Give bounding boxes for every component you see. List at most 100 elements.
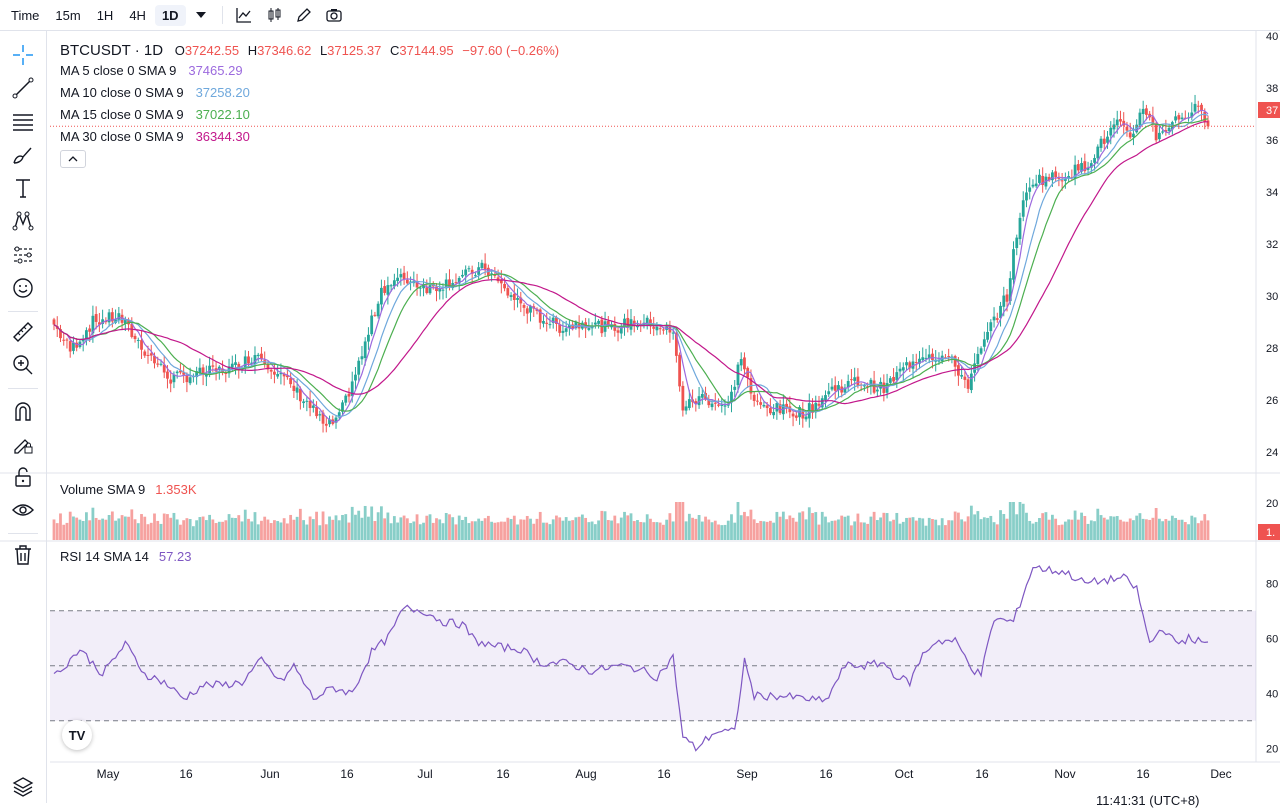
volume-bar [976, 511, 980, 540]
emoji-icon[interactable] [9, 274, 37, 302]
toolbar-divider [8, 388, 38, 389]
volume-bar [778, 516, 782, 540]
volume-bar [1119, 519, 1122, 540]
volume-legend[interactable]: Volume SMA 9 1.353K [60, 482, 196, 497]
text-tool-icon[interactable] [9, 174, 37, 202]
volume-bar [655, 522, 659, 540]
volume-bar [542, 522, 545, 540]
volume-bar [1025, 512, 1028, 540]
time-axis-label: Aug [575, 767, 596, 781]
candle-body [169, 379, 173, 384]
candle-body [143, 351, 147, 356]
candle-body [1063, 178, 1067, 181]
volume-bar [995, 524, 999, 540]
interval-4h[interactable]: 4H [129, 7, 146, 23]
candle-body [256, 354, 260, 357]
volume-bar [798, 512, 801, 540]
eye-icon[interactable] [9, 496, 37, 524]
candle-body [367, 334, 370, 342]
candle-body [230, 363, 234, 368]
rsi-legend[interactable]: RSI 14 SMA 14 57.23 [60, 549, 191, 564]
ma10-legend[interactable]: MA 10 close 0 SMA 9 37258.20 [60, 85, 250, 100]
rsi-axis-label: 40 [1266, 688, 1278, 700]
ma15-legend[interactable]: MA 15 close 0 SMA 9 37022.10 [60, 107, 250, 122]
candles-icon[interactable] [262, 3, 286, 27]
camera-icon[interactable] [322, 3, 346, 27]
candle-body [775, 403, 779, 412]
volume-bar [632, 521, 636, 540]
volume-bar [104, 519, 108, 540]
pencil-icon[interactable] [292, 3, 316, 27]
zoom-in-icon[interactable] [9, 351, 37, 379]
volume-bar [1161, 521, 1165, 540]
volume-bar [1148, 519, 1152, 540]
interval-15m[interactable]: 15m [55, 7, 81, 23]
unlock-icon[interactable] [9, 463, 37, 491]
candle-body [918, 358, 921, 364]
candle-body [710, 403, 714, 408]
prediction-icon[interactable] [9, 241, 37, 269]
volume-bar [324, 524, 328, 540]
chevron-down-icon[interactable] [189, 3, 213, 27]
time-button[interactable]: Time [11, 7, 40, 23]
brush-icon[interactable] [9, 141, 37, 169]
interval-1d[interactable]: 1D [154, 4, 186, 26]
volume-bar [214, 523, 218, 540]
candle-body [415, 280, 419, 288]
interval-1h[interactable]: 1H [96, 7, 114, 23]
candle-body [243, 356, 247, 368]
candle-body [483, 263, 487, 270]
volume-bar [243, 509, 247, 540]
candle-body [1002, 295, 1006, 307]
lock-drawing-icon[interactable] [9, 430, 37, 458]
volume-bar [341, 514, 344, 540]
candle-body [674, 332, 678, 356]
clock-readout[interactable]: 11:41:31 (UTC+8) [1096, 793, 1200, 808]
volume-bar [1138, 513, 1142, 540]
layers-icon[interactable] [9, 773, 37, 801]
magnet-icon[interactable] [9, 397, 37, 425]
candle-body [490, 273, 494, 275]
candle-body [474, 275, 477, 277]
trend-line-icon[interactable] [9, 74, 37, 102]
candle-body [1034, 183, 1038, 187]
volume-bar [921, 518, 925, 540]
volume-bar [850, 525, 853, 540]
line-chart-icon[interactable] [232, 3, 256, 27]
ruler-icon[interactable] [9, 318, 37, 346]
volume-bar [467, 523, 471, 540]
trash-icon[interactable] [9, 541, 37, 569]
volume-bars [52, 502, 1210, 540]
crosshair-icon[interactable] [9, 41, 37, 69]
volume-bar [999, 510, 1002, 540]
volume-bar [723, 524, 727, 540]
volume-bar [872, 511, 876, 540]
candle-body [1102, 138, 1106, 144]
volume-bar [538, 511, 542, 540]
volume-bar [435, 518, 438, 540]
ma30-legend[interactable]: MA 30 close 0 SMA 9 36344.30 [60, 129, 250, 144]
volume-bar [574, 517, 578, 540]
volume-bar [720, 525, 724, 540]
volume-bar [230, 517, 234, 540]
low-value: 37125.37 [327, 43, 382, 58]
volume-bar [934, 519, 938, 540]
tradingview-logo[interactable]: TV [62, 720, 92, 750]
ma5-legend[interactable]: MA 5 close 0 SMA 9 37465.29 [60, 63, 243, 78]
symbol-title[interactable]: BTCUSDT · 1D [60, 42, 164, 59]
volume-bar [885, 513, 889, 540]
volume-bar [318, 525, 322, 540]
fib-levels-icon[interactable] [9, 108, 37, 136]
volume-bar [707, 519, 711, 540]
volume-bar [824, 516, 827, 540]
candle-body [846, 380, 850, 388]
pattern-icon[interactable] [9, 207, 37, 235]
candle-body [146, 354, 150, 356]
volume-bar [321, 511, 325, 540]
volume-bar [963, 521, 967, 540]
volume-bar [350, 506, 354, 540]
collapse-legend-button[interactable] [60, 150, 86, 168]
volume-bar [882, 512, 886, 540]
volume-bar [756, 523, 759, 540]
